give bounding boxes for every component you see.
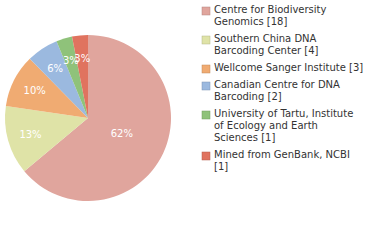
- legend-swatch: [202, 36, 210, 44]
- legend-label: Southern China DNABarcoding Center [4]: [214, 33, 319, 56]
- legend-swatch: [202, 111, 210, 119]
- legend-label: Canadian Centre for DNABarcoding [2]: [214, 79, 340, 102]
- legend-label: Mined from GenBank, NCBI[1]: [214, 149, 350, 172]
- legend-swatch: [202, 65, 210, 73]
- legend-item: Canadian Centre for DNABarcoding [2]: [202, 79, 340, 102]
- legend-swatch: [202, 7, 210, 15]
- legend-item: Centre for BiodiversityGenomics [18]: [202, 4, 327, 27]
- data-label: 62%: [111, 128, 133, 139]
- legend-item: Wellcome Sanger Institute [3]: [202, 62, 363, 73]
- data-label: 3%: [74, 53, 90, 64]
- legend: Centre for BiodiversityGenomics [18] Sout…: [202, 4, 363, 172]
- chart: 62%13%10%6%3%3%Centre for BiodiversityGe…: [0, 0, 380, 240]
- data-labels: 62%13%10%6%3%3%: [19, 53, 133, 140]
- legend-item: Mined from GenBank, NCBI[1]: [202, 149, 350, 172]
- legend-label: University of Tartu, Instituteof Ecology…: [214, 108, 353, 143]
- legend-swatch: [202, 82, 210, 90]
- data-label: 6%: [47, 63, 63, 74]
- legend-label: Wellcome Sanger Institute [3]: [214, 62, 363, 73]
- pie: [5, 35, 171, 201]
- legend-swatch: [202, 152, 210, 160]
- legend-item: Southern China DNABarcoding Center [4]: [202, 33, 319, 56]
- data-label: 13%: [19, 129, 41, 140]
- legend-item: University of Tartu, Instituteof Ecology…: [202, 108, 353, 143]
- pie-slice: [72, 35, 88, 118]
- legend-label: Centre for BiodiversityGenomics [18]: [214, 4, 327, 27]
- data-label: 10%: [24, 85, 46, 96]
